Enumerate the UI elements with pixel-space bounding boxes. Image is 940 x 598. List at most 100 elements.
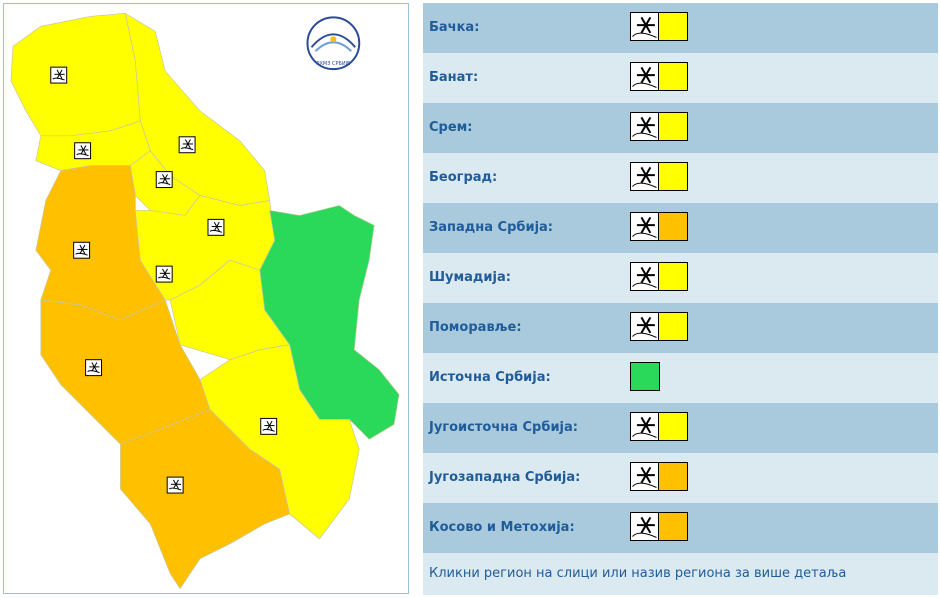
region-name[interactable]: Источна Србија:	[429, 370, 551, 385]
flake-line	[640, 66, 652, 84]
region-row: Косово и Метохија:	[423, 503, 938, 553]
warning-level	[630, 362, 660, 391]
snow-icon	[207, 218, 225, 236]
drift	[209, 229, 223, 233]
region-name[interactable]: Бачка:	[429, 20, 480, 35]
footer-text: Кликни регион на слици или назив региона…	[429, 566, 847, 581]
region-row: Југоисточна Србија:	[423, 403, 938, 453]
drift	[157, 276, 171, 280]
region-name[interactable]: Западна Србија:	[429, 220, 554, 235]
region-row: Источна Србија:	[423, 353, 938, 403]
snow-icon	[73, 241, 91, 259]
snow-icon	[630, 12, 659, 41]
snow-icon	[260, 417, 278, 435]
warning-icons	[630, 112, 688, 141]
flake-line	[640, 116, 652, 134]
drift	[87, 370, 100, 374]
logo: РХМЗ СРБИЈЕ	[306, 16, 361, 71]
snow-icon	[630, 512, 659, 541]
warning-level	[658, 412, 688, 441]
warning-icons	[630, 462, 688, 491]
region-name[interactable]: Шумадија:	[429, 270, 511, 285]
region-row: Западна Србија:	[423, 203, 938, 253]
snow-icon	[630, 412, 659, 441]
region-row: Београд:	[423, 153, 938, 203]
flake-line	[640, 466, 652, 484]
flake-line	[640, 416, 652, 434]
drift	[632, 32, 657, 38]
logo-text: РХМЗ СРБИЈЕ	[317, 61, 351, 67]
region-row: Поморавље:	[423, 303, 938, 353]
warning-level	[658, 212, 688, 241]
drift	[76, 153, 89, 157]
flake-line	[56, 69, 63, 79]
flake-line	[266, 420, 273, 431]
drift	[632, 232, 657, 238]
region-row: Шумадија:	[423, 253, 938, 303]
flake-line	[172, 479, 179, 489]
drift	[632, 332, 657, 338]
warning-icons	[630, 12, 688, 41]
flake-line	[80, 145, 87, 155]
snow-icon	[630, 62, 659, 91]
flake-line	[640, 216, 652, 234]
flake-line	[640, 16, 652, 34]
warning-icons	[630, 262, 688, 291]
warning-level	[658, 462, 688, 491]
flake-line	[162, 174, 168, 184]
snow-icon	[630, 462, 659, 491]
region-name[interactable]: Југоисточна Србија:	[429, 420, 578, 435]
snow-icon	[630, 212, 659, 241]
drift	[157, 182, 171, 186]
snow-icon	[630, 112, 659, 141]
region-row: Бачка:	[423, 3, 938, 53]
region-name[interactable]: Косово и Метохија:	[429, 520, 575, 535]
flake-line	[162, 268, 168, 278]
flake-line	[640, 166, 652, 184]
region-name[interactable]: Банат:	[429, 70, 479, 85]
drift	[52, 77, 65, 81]
region-name[interactable]: Југозападна Србија:	[429, 470, 581, 485]
drift	[632, 432, 657, 438]
drift	[632, 532, 657, 538]
warning-level	[658, 262, 688, 291]
region-row: Југозападна Србија:	[423, 453, 938, 503]
warning-level	[658, 12, 688, 41]
warning-level	[658, 312, 688, 341]
drift	[632, 282, 657, 288]
warning-map: РХМЗ СРБИЈЕ	[3, 3, 409, 594]
region-name[interactable]: Београд:	[429, 170, 498, 185]
map-region[interactable]	[259, 205, 400, 440]
map-region[interactable]	[120, 409, 290, 590]
footer-row: Кликни регион на слици или назив региона…	[423, 553, 938, 595]
drift	[632, 132, 657, 138]
warning-level	[658, 162, 688, 191]
snow-icon	[166, 476, 184, 494]
warning-icons	[630, 512, 688, 541]
warning-icons	[630, 312, 688, 341]
region-table: Кликни регион на слици или назив региона…	[423, 3, 938, 595]
drift	[168, 487, 182, 491]
flake-line	[91, 362, 98, 372]
map-region[interactable]	[10, 13, 141, 137]
region-name[interactable]: Срем:	[429, 120, 473, 135]
flake-line	[184, 139, 191, 149]
snow-icon	[155, 171, 173, 189]
snow-icon	[630, 262, 659, 291]
snow-icon	[630, 162, 659, 191]
warning-icons	[630, 162, 688, 191]
drift	[262, 428, 275, 432]
warning-icons	[630, 362, 660, 391]
drift	[632, 82, 657, 88]
drift	[632, 482, 657, 488]
flake-line	[640, 316, 652, 334]
region-name[interactable]: Поморавље:	[429, 320, 522, 335]
drift	[632, 182, 657, 188]
drift	[75, 252, 88, 256]
warning-icons	[630, 62, 688, 91]
warning-icons	[630, 212, 688, 241]
warning-level	[658, 62, 688, 91]
region-row: Банат:	[423, 53, 938, 103]
drift	[180, 147, 194, 151]
flake-line	[640, 266, 652, 284]
